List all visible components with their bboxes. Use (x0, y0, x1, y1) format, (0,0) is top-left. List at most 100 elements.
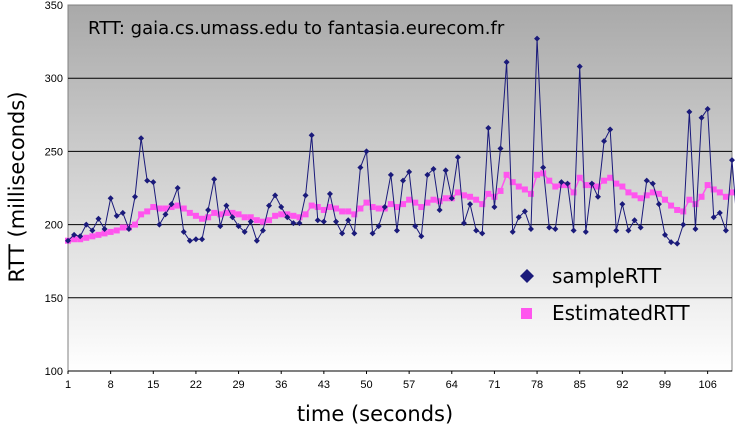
data-point-samplertt (375, 223, 382, 230)
data-point-samplertt (601, 138, 608, 145)
series-layer (65, 35, 735, 247)
data-point-estimatedrtt (95, 231, 102, 238)
x-axis-ticks: 1 8 15 22 29 36 43 50 57 64 71 78 85 92 99 106 (65, 371, 717, 391)
legend-marker-samplertt (520, 269, 534, 283)
data-point-samplertt (704, 105, 711, 112)
data-point-samplertt (345, 217, 352, 224)
data-point-estimatedrtt (613, 180, 620, 187)
data-point-samplertt (661, 231, 668, 238)
data-point-samplertt (515, 214, 522, 221)
data-point-samplertt (460, 220, 467, 227)
data-point-samplertt (381, 204, 388, 211)
data-point-estimatedrtt (424, 199, 431, 206)
data-point-estimatedrtt (308, 202, 315, 209)
data-point-estimatedrtt (162, 205, 169, 212)
x-tick-label: 78 (531, 379, 543, 391)
x-tick-label: 85 (574, 379, 586, 391)
data-point-estimatedrtt (534, 171, 541, 178)
data-point-estimatedrtt (241, 214, 248, 221)
series-samplertt (65, 35, 735, 247)
data-point-samplertt (686, 108, 693, 115)
data-point-samplertt (540, 164, 547, 171)
data-point-estimatedrtt (467, 193, 474, 200)
data-point-samplertt (278, 204, 285, 211)
data-point-samplertt (101, 225, 108, 232)
data-point-samplertt (180, 228, 187, 235)
data-point-samplertt (448, 195, 455, 202)
data-point-estimatedrtt (229, 209, 236, 216)
data-point-samplertt (406, 168, 413, 175)
data-point-estimatedrtt (272, 212, 279, 219)
data-point-estimatedrtt (576, 174, 583, 181)
data-point-estimatedrtt (278, 211, 285, 218)
y-tick-label: 200 (45, 220, 63, 232)
data-point-samplertt (296, 220, 303, 227)
data-point-estimatedrtt (412, 199, 419, 206)
y-tick-label: 300 (45, 73, 63, 85)
data-point-estimatedrtt (686, 196, 693, 203)
data-point-estimatedrtt (333, 205, 340, 212)
data-point-estimatedrtt (625, 189, 632, 196)
data-point-samplertt (393, 227, 400, 234)
data-point-samplertt (674, 240, 681, 247)
x-tick-label: 36 (275, 379, 287, 391)
data-point-samplertt (65, 237, 71, 244)
legend-item-estimatedrtt: EstimatedRTT (521, 301, 690, 325)
data-point-samplertt (576, 63, 583, 70)
data-point-estimatedrtt (674, 206, 681, 213)
data-point-estimatedrtt (722, 193, 729, 200)
data-point-samplertt (156, 221, 163, 228)
data-point-estimatedrtt (375, 205, 382, 212)
data-point-estimatedrtt (253, 217, 260, 224)
data-point-estimatedrtt (247, 214, 254, 221)
data-point-samplertt (333, 218, 340, 225)
y-axis-ticks: 100 150 200 250 300 350 (45, 0, 63, 378)
data-point-samplertt (168, 201, 175, 208)
data-point-estimatedrtt (180, 205, 187, 212)
data-point-samplertt (229, 214, 236, 221)
data-point-samplertt (570, 227, 577, 234)
data-point-estimatedrtt (290, 212, 297, 219)
data-point-samplertt (247, 218, 254, 225)
data-point-samplertt (95, 215, 102, 222)
x-tick-label: 92 (616, 379, 628, 391)
data-point-samplertt (698, 114, 705, 121)
data-point-estimatedrtt (296, 214, 303, 221)
data-point-estimatedrtt (454, 189, 461, 196)
legend-label-estimatedrtt: EstimatedRTT (552, 301, 690, 325)
data-point-estimatedrtt (387, 201, 394, 208)
chart-title: RTT: gaia.cs.umass.edu to fantasia.eurec… (88, 18, 505, 39)
data-point-estimatedrtt (71, 236, 78, 243)
data-point-samplertt (680, 221, 687, 228)
data-point-samplertt (199, 236, 206, 243)
data-point-samplertt (454, 154, 461, 161)
data-point-samplertt (357, 164, 364, 171)
data-point-samplertt (308, 132, 315, 139)
data-point-estimatedrtt (479, 201, 486, 208)
data-point-estimatedrtt (326, 204, 333, 211)
data-point-samplertt (424, 171, 431, 178)
data-point-samplertt (710, 214, 717, 221)
data-point-estimatedrtt (101, 230, 108, 237)
x-tick-label: 29 (232, 379, 244, 391)
data-point-estimatedrtt (83, 234, 90, 241)
x-tick-label: 22 (190, 379, 202, 391)
data-point-samplertt (89, 227, 96, 234)
legend-marker-estimatedrtt (521, 308, 532, 319)
data-point-estimatedrtt (320, 206, 327, 213)
y-axis-title: RTT (milliseconds) (5, 91, 29, 282)
data-point-samplertt (205, 206, 212, 213)
x-tick-label: 57 (403, 379, 415, 391)
data-point-samplertt (125, 225, 132, 232)
x-tick-label: 50 (360, 379, 372, 391)
data-point-samplertt (400, 177, 407, 184)
data-point-estimatedrtt (113, 227, 120, 234)
data-point-estimatedrtt (266, 217, 273, 224)
data-point-samplertt (241, 228, 248, 235)
legend: sampleRTT EstimatedRTT (520, 264, 690, 325)
legend-item-samplertt: sampleRTT (520, 264, 662, 288)
data-point-samplertt (150, 179, 157, 186)
data-point-samplertt (339, 230, 346, 237)
data-point-estimatedrtt (698, 193, 705, 200)
x-tick-label: 15 (147, 379, 159, 391)
